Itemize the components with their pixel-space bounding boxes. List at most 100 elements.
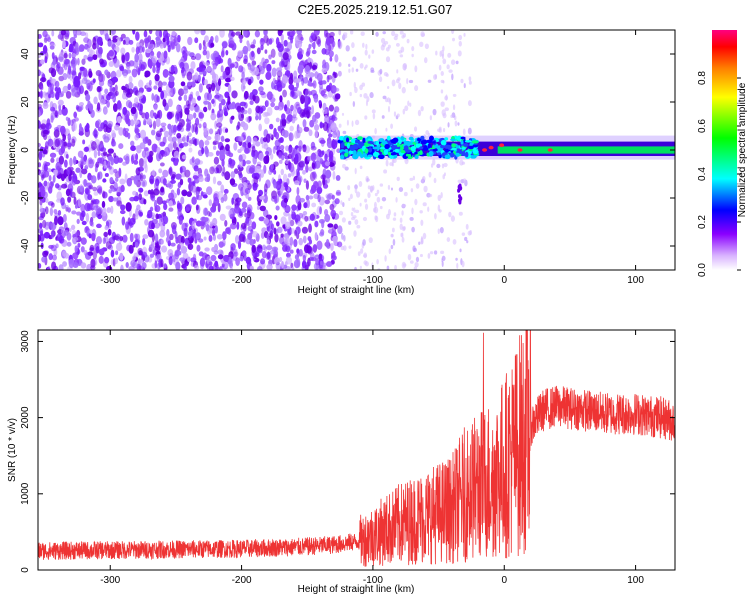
heatmap-cell [91,232,96,242]
heatmap-cell [176,132,182,139]
heatmap-cell [231,197,235,205]
heatmap-cell [186,191,192,197]
heatmap-cell [402,63,407,71]
heatmap-cell [40,123,47,130]
heatmap-cell [460,78,464,84]
heatmap-cell [383,71,388,77]
heatmap-cell [237,50,243,58]
heatmap-cell [260,44,264,51]
heatmap-cell [278,256,283,263]
heatmap-cell [198,238,204,243]
heatmap-cell [444,154,451,160]
heatmap-cell [51,30,55,37]
heatmap-cell [54,138,60,148]
heatmap-cell [391,30,396,37]
heatmap-cell [173,161,179,166]
snr-panel: -300 -200 -100 0 100 0 1000 2000 3000 Height of… [7,329,676,595]
heatmap-cell [247,62,251,67]
heatmap-cell [67,140,72,150]
heatmap-cell [375,140,379,146]
heatmap-cell [456,135,463,141]
heatmap-cell [237,183,245,191]
heatmap-cell [353,207,356,213]
heatmap-cell [419,150,423,156]
heatmap-cell [270,153,274,160]
heatmap-cell [216,233,223,240]
heatmap-cell [187,243,194,251]
heatmap-cell [79,186,84,193]
heatmap-cell [83,146,90,153]
heatmap-cell [204,247,210,252]
heatmap-cell [385,56,391,63]
heatmap-cell [65,154,69,159]
heatmap-cell [273,227,277,235]
heatmap-cell [442,113,447,119]
heatmap-cell [96,223,102,229]
heatmap-cell [42,91,47,98]
heatmap-cell [290,228,296,234]
heatmap-cell [138,259,144,264]
heatmap-cell [307,236,312,242]
heatmap-cell [256,247,261,255]
heatmap-cell [463,32,466,37]
heatmap-cell [311,171,317,179]
heatmap-cell [446,237,451,243]
heatmap-cell [296,258,301,268]
heatmap-cell [451,30,455,34]
heatmap-cell [124,52,130,62]
heatmap-cell [75,104,80,111]
heatmap-cell [182,142,189,147]
heatmap-cell [443,162,448,168]
heatmap-cell [92,186,97,192]
heatmap-cell [414,85,419,92]
heatmap-cell [181,154,187,160]
heatmap-cell [72,156,77,166]
heatmap-cell [348,220,352,225]
heatmap-cell [78,102,84,107]
heatmap-cell [147,189,152,195]
heatmap-cell [441,255,446,262]
heatmap-cell [206,136,212,141]
heatmap-cell [220,184,225,194]
heatmap-cell [132,255,137,261]
heatmap-cell [459,248,462,253]
heatmap-cell [260,37,264,43]
heatmap-cell [48,175,52,182]
heatmap-cell [147,229,155,238]
heatmap-cell [163,50,168,60]
heatmap-cell [293,180,300,186]
heatmap-cell [155,130,162,138]
heatmap-cell [81,210,86,218]
heatmap-cell [176,203,181,210]
heatmap-cell [442,127,446,133]
heatmap-cell [104,256,110,264]
heatmap-cell [396,113,400,118]
heatmap-cell [301,226,309,234]
heatmap-cell [376,189,380,194]
heatmap-cell [357,136,363,141]
heatmap-cell [275,132,280,140]
heatmap-cell [155,117,161,128]
heatmap-cell [311,42,315,48]
heatmap-cell [49,181,54,190]
heatmap-cell [395,197,398,203]
heatmap-cell [321,67,328,74]
heatmap-cell [134,134,139,141]
heatmap-cell [460,140,464,145]
heatmap-cell [260,105,266,112]
heatmap-cell [375,31,379,37]
heatmap-cell [270,101,275,108]
heatmap-cell [440,49,445,57]
heatmap-cell [202,207,209,217]
heatmap-cell [298,145,302,152]
heatmap-cell [39,204,43,214]
heatmap-cell [277,43,284,53]
heatmap-cell [467,230,472,236]
heatmap-cell [328,150,334,159]
heatmap-cell [434,74,438,80]
heatmap-cell [401,261,406,269]
heatmap-cell [359,202,362,207]
heatmap-cell [186,123,191,131]
heatmap-cell [324,169,332,179]
heatmap-cell [141,150,147,158]
